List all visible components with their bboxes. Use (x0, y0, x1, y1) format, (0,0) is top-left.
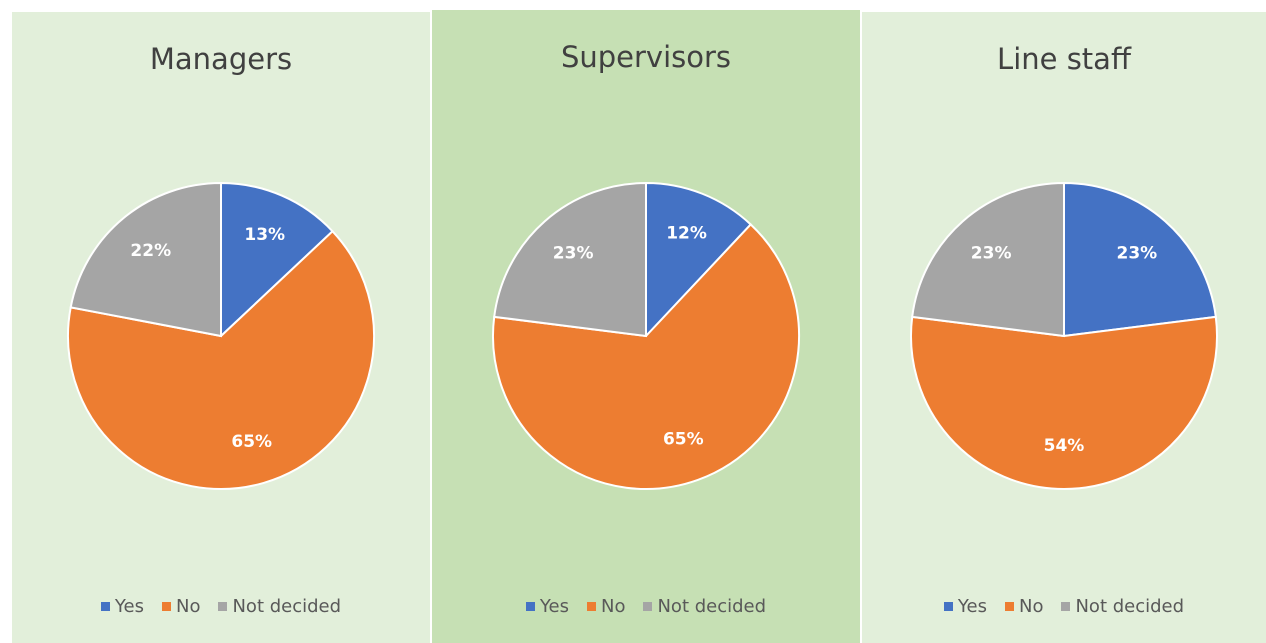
legend-item: Yes (525, 596, 569, 617)
legend-label: Yes (539, 596, 569, 617)
legend-swatch (100, 602, 110, 611)
data-label: 13% (244, 225, 285, 245)
pie-slice (645, 181, 753, 339)
legend-label: Not decided (1075, 596, 1185, 617)
legend-label: No (1018, 596, 1044, 617)
data-label: 22% (130, 241, 171, 261)
data-label: 65% (663, 430, 704, 450)
legend: Yes No Not decided (862, 596, 1266, 617)
legend-swatch (586, 602, 596, 611)
legend-swatch (218, 602, 228, 611)
data-label: 23% (971, 243, 1012, 263)
legend-label: No (175, 596, 201, 617)
legend-label: Yes (114, 596, 144, 617)
legend-item: No (586, 596, 626, 617)
data-label: 23% (1116, 243, 1157, 263)
legend: Yes No Not decided (12, 596, 430, 617)
legend-item: Not decided (643, 596, 766, 617)
chart-title: Managers (149, 42, 293, 76)
legend-label: No (600, 596, 626, 617)
legend: Yes No Not decided (432, 596, 860, 617)
legend-swatch (1061, 602, 1071, 611)
legend-item: Yes (943, 596, 987, 617)
legend-label: Not decided (232, 596, 342, 617)
pie-slice (911, 181, 1065, 338)
data-label: 12% (666, 224, 707, 244)
chart-panel: 13% 65% 22% Yes No Not decided Managers (12, 12, 430, 643)
pie-slice (220, 181, 334, 339)
legend-item: Not decided (1061, 596, 1184, 617)
pie-chart: 23% 54% 23% (910, 181, 1218, 490)
legend-swatch (1004, 602, 1014, 611)
legend-label: Yes (957, 596, 987, 617)
pie-chart: 12% 65% 23% (492, 181, 800, 490)
chart-title: Supervisors (560, 40, 732, 74)
legend-swatch (525, 602, 535, 611)
legend-item: No (1004, 596, 1044, 617)
chart-title: Line staff (997, 42, 1131, 76)
legend-item: Not decided (218, 596, 341, 617)
legend-item: No (161, 596, 201, 617)
pie-slice (493, 181, 647, 338)
legend-swatch (943, 602, 953, 611)
legend-swatch (161, 602, 171, 611)
pie-slice (492, 223, 800, 490)
pie-slice (69, 181, 222, 338)
pie-slice (910, 315, 1218, 490)
chart-panel: 23% 54% 23% Yes No Not decided Line staff (862, 12, 1266, 643)
data-label: 65% (231, 432, 272, 452)
pie-slice (1063, 181, 1217, 338)
data-label: 54% (1044, 436, 1085, 456)
pie-slice (67, 229, 375, 490)
legend-item: Yes (100, 596, 144, 617)
pie-chart: 13% 65% 22% (67, 181, 375, 490)
legend-label: Not decided (657, 596, 767, 617)
legend-swatch (643, 602, 653, 611)
data-label: 23% (553, 243, 594, 263)
chart-panel: 12% 65% 23% Yes No Not decided Supervisors (432, 10, 860, 643)
